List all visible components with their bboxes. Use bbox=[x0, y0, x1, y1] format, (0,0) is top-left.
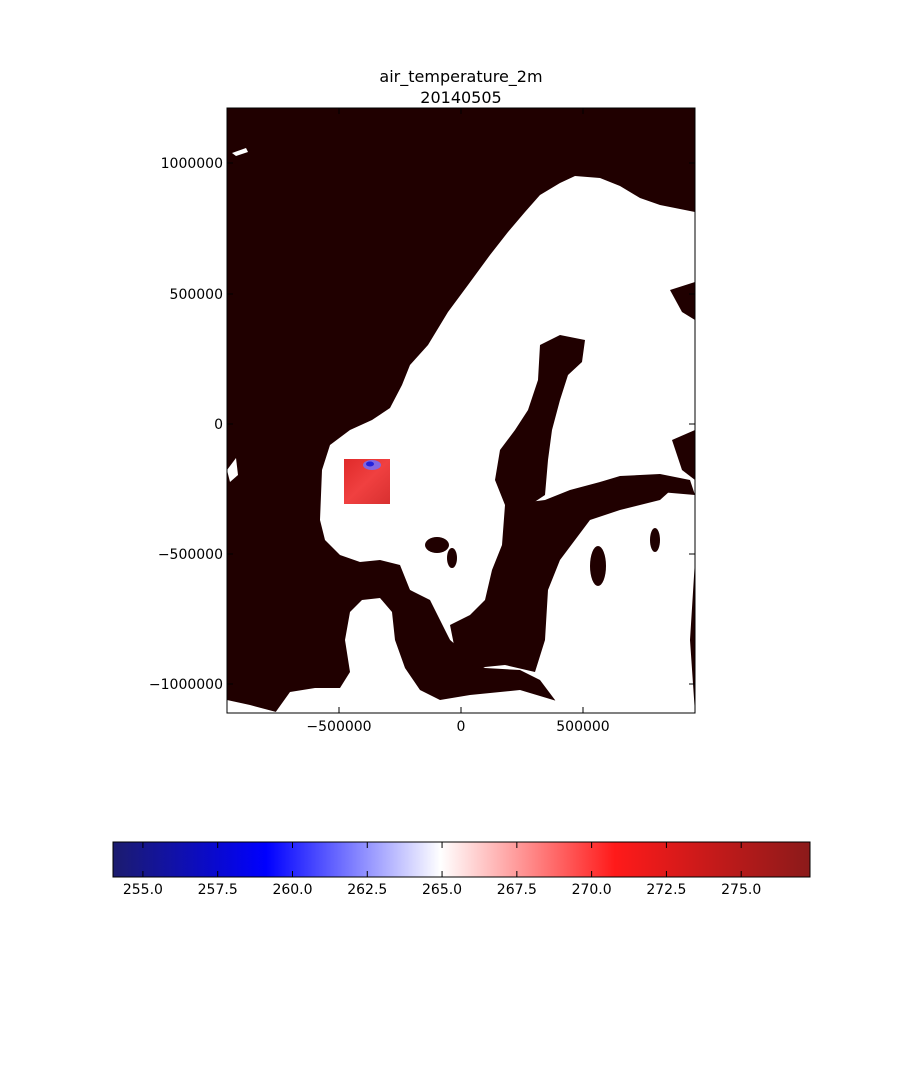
chart-title-line1: air_temperature_2m bbox=[379, 67, 542, 87]
land-denmark-continent bbox=[275, 598, 570, 713]
colorbar-tick-label: 255.0 bbox=[123, 882, 163, 898]
land-north-germany bbox=[227, 700, 280, 713]
colorbar bbox=[112, 841, 811, 878]
temperature-coldest-core bbox=[366, 461, 374, 467]
y-tick-label: 0 bbox=[214, 417, 223, 433]
colorbar-tick-label: 262.5 bbox=[347, 882, 387, 898]
land-west-coast bbox=[227, 458, 238, 482]
colorbar-tick-label: 267.5 bbox=[497, 882, 537, 898]
lake-vattern bbox=[447, 548, 457, 568]
x-tick-label: 500000 bbox=[556, 719, 609, 735]
sea-east-inlet bbox=[672, 430, 695, 480]
lake-vanern bbox=[425, 537, 449, 553]
y-tick-label: 500000 bbox=[170, 287, 223, 303]
y-tick-label: −1000000 bbox=[149, 677, 223, 693]
sea-skagerrak bbox=[395, 575, 462, 660]
colorbar-tick-label: 265.0 bbox=[422, 882, 462, 898]
sea-gulf-of-bothnia bbox=[495, 335, 585, 505]
y-tick-label: −500000 bbox=[158, 547, 223, 563]
sea-white-sea bbox=[670, 282, 695, 320]
colorbar-tick-label: 272.5 bbox=[646, 882, 686, 898]
colorbar-tick-label: 275.0 bbox=[721, 882, 761, 898]
lake-onega bbox=[650, 528, 660, 552]
land-shetland bbox=[232, 148, 248, 156]
colorbar-ticks: 255.0 257.5 260.0 262.5 265.0 267.5 270.0 272.5… bbox=[123, 842, 761, 898]
chart-title-line2: 20140505 bbox=[420, 88, 501, 107]
colorbar-tick-label: 270.0 bbox=[572, 882, 612, 898]
sea-baltic bbox=[450, 478, 680, 672]
sea-gulf-of-finland bbox=[600, 474, 695, 495]
map-panel bbox=[227, 108, 695, 713]
y-tick-label: 1000000 bbox=[161, 156, 223, 172]
colorbar-tick-label: 260.0 bbox=[272, 882, 312, 898]
colorbar-tick-label: 257.5 bbox=[198, 882, 238, 898]
map-tick-marks bbox=[227, 108, 695, 713]
lake-ladoga bbox=[590, 546, 606, 586]
x-tick-label: −500000 bbox=[306, 719, 371, 735]
x-tick-label: 0 bbox=[457, 719, 466, 735]
